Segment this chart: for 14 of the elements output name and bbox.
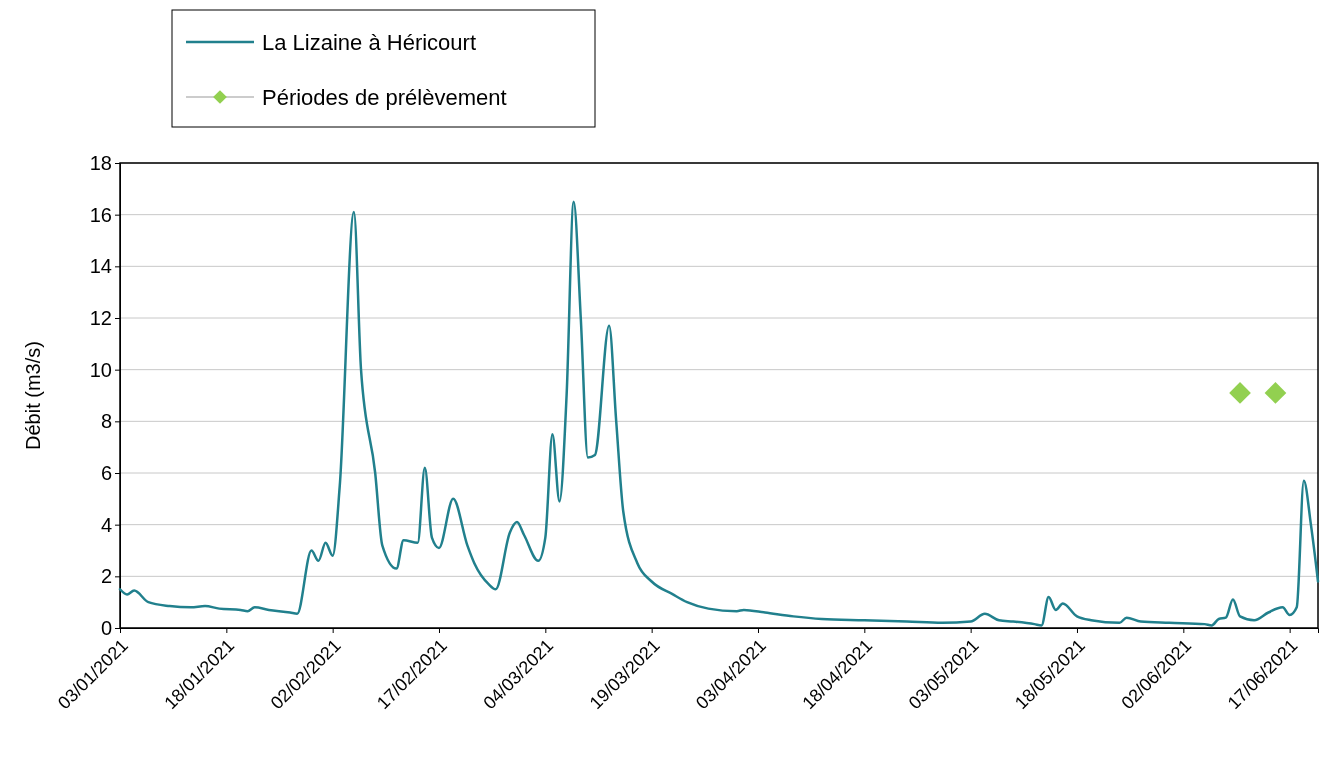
y-tick-label: 18	[89, 151, 112, 174]
y-tick-label: 6	[100, 461, 112, 484]
y-tick-label: 4	[100, 513, 112, 536]
y-tick-label: 2	[100, 565, 112, 588]
legend-label: La Lizaine à Héricourt	[262, 29, 477, 55]
line-series	[118, 200, 1320, 627]
y-tick-label: 12	[89, 306, 112, 329]
legend-label: Périodes de prélèvement	[262, 84, 507, 110]
y-tick-label: 16	[89, 203, 112, 226]
y-axis-title: Débit (m3/s)	[22, 341, 44, 450]
y-tick-label: 10	[89, 358, 112, 381]
y-tick-label: 8	[100, 410, 112, 433]
y-tick-label: 14	[89, 255, 112, 278]
y-tick-label: 0	[100, 616, 112, 639]
